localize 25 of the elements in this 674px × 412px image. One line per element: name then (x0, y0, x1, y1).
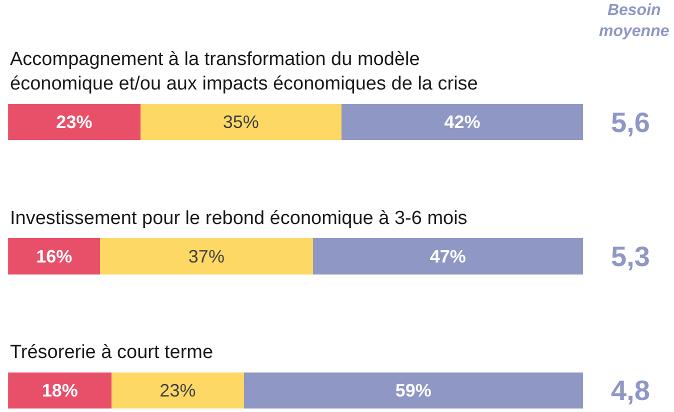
data-label: 23% (56, 112, 92, 132)
data-label: 59% (395, 380, 432, 401)
text: 4,8 (611, 375, 650, 406)
data-label: 23% (160, 380, 196, 401)
data-label: 16% (36, 246, 72, 266)
data-label: 37% (188, 246, 224, 266)
text: 5,3 (611, 241, 650, 272)
bar (342, 104, 584, 140)
bar (112, 372, 244, 409)
text: 5,6 (611, 107, 650, 138)
data-label: 42% (444, 112, 480, 132)
data-label: 47% (430, 246, 466, 266)
bar (140, 104, 342, 140)
bar (312, 238, 584, 274)
data-label: 18% (42, 380, 78, 401)
bar (8, 104, 140, 140)
y-tick-label: Trésorerie à court terme (10, 342, 214, 363)
data-label: 35% (222, 112, 259, 132)
y-tick-label: Accompagnement à la transformation du modèle économique et/ou aux impacts économiques de la crise (10, 49, 478, 95)
bar (244, 372, 584, 409)
bar (8, 372, 112, 409)
bar (100, 238, 313, 274)
bar (8, 238, 100, 274)
y-tick-label: Investissement pour le rebond économique à 3-6 mois (10, 208, 468, 229)
text: Besoin moyenne (599, 2, 670, 40)
